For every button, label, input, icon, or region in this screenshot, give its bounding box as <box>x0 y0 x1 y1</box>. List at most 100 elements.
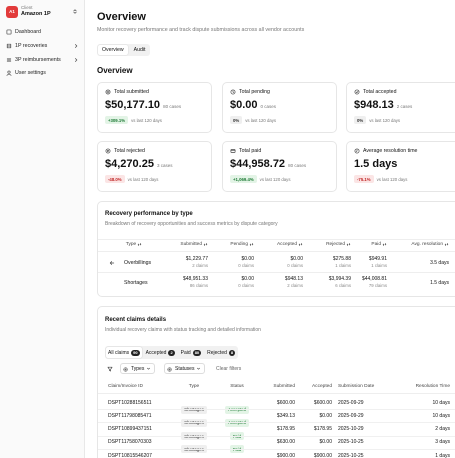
performance-card: Recovery performance by type Breakdown of… <box>97 201 455 297</box>
column-header[interactable]: Type <box>104 242 164 247</box>
filter-count: 80 <box>192 349 202 356</box>
nav-item[interactable]: User settings <box>3 68 82 78</box>
stat-badge-row: +309.1% vs last 120 days <box>105 116 162 124</box>
nav-chevron <box>73 43 79 49</box>
stat-count: 2 cases <box>396 104 413 109</box>
claim-id: DSPT10815546207 <box>108 452 152 458</box>
nav-item[interactable]: 1P recoveries <box>3 41 82 51</box>
compare-label: vs last 120 days <box>127 176 159 182</box>
claim-cell: 2025-10-25 <box>338 439 364 446</box>
stat-label: Total accepted <box>363 89 397 95</box>
claim-cell: $900.00 <box>276 452 295 458</box>
column-header-text: Paid <box>371 242 381 247</box>
claim-cell: $600.00 <box>313 399 332 406</box>
page-subtitle: Monitor recovery performance and track d… <box>97 27 305 33</box>
claim-cell: 2025-09-29 <box>338 399 364 406</box>
claim-cell: 10 days <box>432 412 450 419</box>
card-title: Recovery performance by type <box>105 211 193 217</box>
filter-label: Accepted <box>145 349 167 356</box>
column-header[interactable]: Submitted <box>138 242 208 247</box>
column-header-text: Type <box>125 242 137 247</box>
stat-value: $4,270.25 <box>105 158 154 170</box>
compare-label: vs last 120 days <box>131 117 162 123</box>
compare-label: vs last 120 days <box>369 117 401 123</box>
stat-value: 1.5 days <box>354 158 398 170</box>
claim-cell: $0.00 <box>319 412 332 419</box>
stat-value-row: $4,270.25 3 cases <box>105 158 172 170</box>
filter-pill[interactable]: All claims 90 <box>106 347 142 358</box>
table-header-bg <box>98 239 455 252</box>
column-header: Type <box>188 384 200 389</box>
tab[interactable]: Audit <box>133 47 146 53</box>
row-divider <box>98 272 455 273</box>
row-type: Overbillings <box>124 260 152 266</box>
column-header: Resolution Time <box>415 384 450 389</box>
stat-value-row: $44,958.72 80 cases <box>230 158 306 170</box>
nav-item[interactable]: 3P reimbursements <box>3 55 82 65</box>
nav-label: 1P recoveries <box>15 42 48 49</box>
row-type: Shortages <box>124 280 148 286</box>
column-header[interactable]: Pending <box>184 242 254 247</box>
row-arrow <box>109 260 115 266</box>
row-divider <box>98 435 455 437</box>
cell-amount: $3,994.39 <box>328 276 351 282</box>
cell-claims: 86 claims <box>189 283 208 288</box>
column-header[interactable]: Accepted <box>233 242 303 247</box>
stat-card: Total rejected $4,270.25 3 cases -48.0% vs l… <box>97 141 212 192</box>
claim-cell: $630.00 <box>276 439 295 446</box>
stat-label: Total rejected <box>114 148 145 154</box>
sort-icon <box>298 242 303 247</box>
row-divider <box>98 448 455 450</box>
stat-badge-row: -48.0% vs last 120 days <box>105 175 158 183</box>
compare-label: vs last 120 days <box>259 176 291 182</box>
column-header[interactable]: Paid <box>317 242 387 247</box>
tab[interactable]: Overview <box>98 45 128 55</box>
stat-count: 3 cases <box>156 163 173 168</box>
stat-card: Average resolution time 1.5 days -75.1% vs … <box>346 141 455 192</box>
change-badge: -75.1% <box>354 175 374 183</box>
stat-card: Total paid $44,958.72 80 cases +1,069.4% vs … <box>222 141 337 192</box>
claim-cell: $178.95 <box>313 426 332 433</box>
row-divider <box>98 409 455 410</box>
nav-item[interactable]: Dashboard <box>3 27 82 37</box>
stat-value: $0.00 <box>230 99 258 111</box>
stat-card: Total accepted $948.13 2 cases 0% vs last 12… <box>346 82 455 133</box>
claim-cell: 3 days <box>435 439 450 446</box>
claim-id: DSPT10899437151 <box>108 426 152 433</box>
dropdown-label: Types <box>131 365 145 372</box>
column-header-text: Pending <box>230 242 248 247</box>
dropdown[interactable]: Statuses <box>164 363 206 374</box>
nav-icon <box>6 29 12 35</box>
stat-count: 80 cases <box>163 104 182 109</box>
claim-cell: 2 days <box>435 426 450 433</box>
claim-cell: 2025-10-29 <box>338 426 364 433</box>
stat-card: Total submitted $50,177.10 80 cases +309.1%… <box>97 82 212 133</box>
filter-pill[interactable]: Rejected 8 <box>205 347 237 358</box>
dropdown[interactable]: Types <box>120 363 156 374</box>
sort-icon <box>249 242 254 247</box>
change-badge: 0% <box>230 116 243 124</box>
cell-amount: $0.00 <box>241 276 254 282</box>
filter-pill[interactable]: Paid 80 <box>179 347 203 358</box>
claim-cell: 2025-10-25 <box>338 452 364 458</box>
clear-filters[interactable]: Clear filters <box>216 366 242 372</box>
filter-label: Paid <box>180 349 191 356</box>
filter-label: All claims <box>108 349 130 356</box>
column-header[interactable]: Avg. resolution <box>379 242 449 247</box>
client-switch-icon <box>72 8 78 15</box>
client-label: Client <box>21 5 33 10</box>
change-badge: -48.0% <box>105 175 125 183</box>
filter-pill[interactable]: Accepted 2 <box>144 347 177 358</box>
claim-cell: 10 days <box>432 399 450 406</box>
stat-value: $50,177.10 <box>105 99 161 111</box>
column-header-text: Submitted <box>180 242 202 247</box>
claim-cell: 2025-09-29 <box>338 412 364 419</box>
column-header[interactable]: Rejected <box>281 242 351 247</box>
table-header-line <box>98 393 455 394</box>
filter-icon <box>107 366 113 372</box>
sort-icon <box>346 242 351 247</box>
nav-chevron <box>73 57 79 63</box>
column-header: Claim/Invoice ID <box>108 384 143 389</box>
claim-id: DSPT11758070303 <box>108 439 152 446</box>
